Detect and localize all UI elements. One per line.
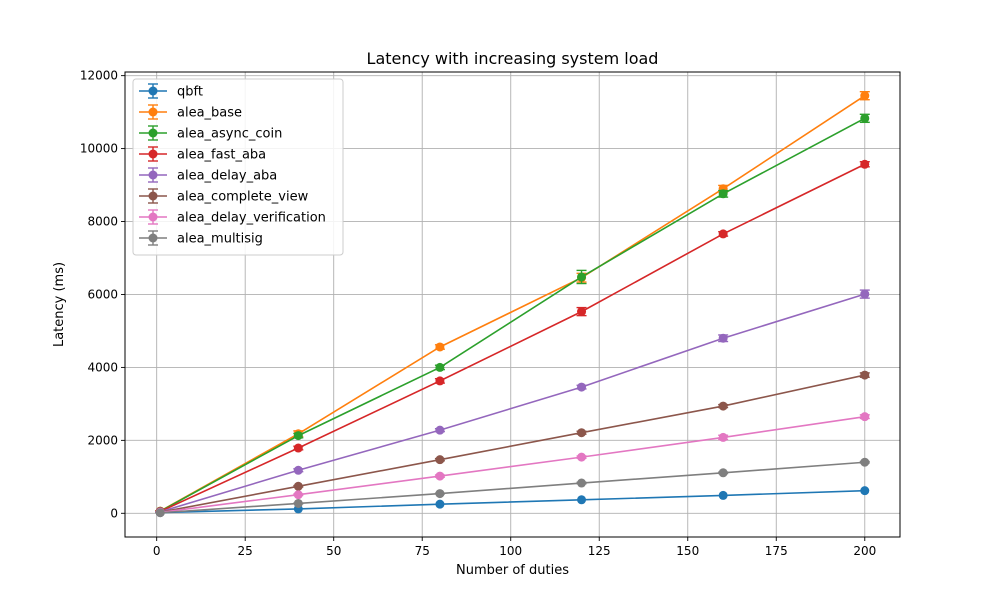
legend-item-alea_delay_verification: alea_delay_verification [139,209,326,226]
data-point [718,189,728,199]
y-tick-label: 2000 [87,433,118,447]
legend-marker [148,233,158,243]
legend-marker [148,107,158,117]
legend-marker [148,86,158,96]
y-tick-label: 4000 [87,360,118,374]
y-tick-label: 10000 [80,142,118,156]
data-point [155,508,165,518]
x-tick-label: 200 [853,544,876,558]
data-point [860,486,870,496]
data-point [718,490,728,500]
legend-marker [148,191,158,201]
data-point [293,490,303,500]
data-point [435,425,445,435]
x-tick-label: 0 [153,544,161,558]
series-line [159,117,866,512]
legend-label: alea_async_coin [177,127,282,142]
x-axis-label: Number of duties [456,563,569,578]
data-point [860,91,870,101]
data-point [577,272,587,282]
data-point [577,495,587,505]
legend-label: qbft [177,85,203,100]
series-line [159,163,866,513]
data-point [293,443,303,453]
data-point [860,159,870,169]
legend-label: alea_base [177,106,242,121]
data-point [577,478,587,488]
x-tick-label: 25 [238,544,253,558]
data-point [293,481,303,491]
series-line [160,489,865,514]
legend-marker [148,170,158,180]
data-point [718,468,728,478]
legend-marker [148,128,158,138]
x-tick-label: 150 [676,544,699,558]
legend-item-alea_base: alea_base [139,104,242,121]
legend-marker [148,149,158,159]
data-point [577,307,587,317]
x-tick-label: 125 [588,544,611,558]
plot-frame [124,71,901,538]
data-point [435,455,445,465]
data-point [860,289,870,299]
legend-item-alea_multisig: alea_multisig [139,230,263,247]
data-point [435,499,445,509]
legend-label: alea_fast_aba [177,148,266,163]
y-tick-label: 12000 [80,69,118,83]
data-point [860,113,870,123]
legend-item-alea_complete_view: alea_complete_view [139,188,309,205]
legend-item-qbft: qbft [139,83,203,100]
series-line [160,461,865,514]
legend-item-alea_async_coin: alea_async_coin [139,125,282,142]
chart-title: Latency with increasing system load [367,49,659,68]
y-tick-label: 8000 [87,215,118,229]
legend-label: alea_delay_verification [177,211,326,226]
legend-marker [148,212,158,222]
data-point [860,370,870,380]
data-point [435,342,445,352]
data-point [718,229,728,239]
y-axis-ticks: 0 2000 4000 6000 8000 10000 12000 [80,69,125,520]
data-point [577,382,587,392]
series-alea_multisig [155,457,870,518]
y-tick-label: 6000 [87,287,118,301]
data-point [718,401,728,411]
data-point [435,362,445,372]
y-tick-label: 0 [110,506,118,520]
legend-item-alea_delay_aba: alea_delay_aba [139,167,277,184]
legend-label: alea_complete_view [177,190,309,205]
data-point [293,431,303,441]
legend-label: alea_multisig [177,232,263,247]
data-point [577,452,587,462]
x-tick-label: 50 [326,544,341,558]
legend-label: alea_delay_aba [177,169,277,184]
legend-box [132,78,344,256]
data-point [718,333,728,343]
data-point [293,465,303,475]
x-tick-label: 100 [499,544,522,558]
data-point [718,432,728,442]
series-line [160,415,865,514]
series-layer [155,90,870,518]
x-tick-label: 75 [415,544,430,558]
x-axis-ticks: 0 25 50 75 100 125 150 175 200 [153,537,876,558]
data-point [577,428,587,438]
series-line [159,95,866,512]
data-point [435,376,445,386]
series-line [159,293,866,513]
series-line [160,374,865,513]
data-point [435,471,445,481]
x-tick-label: 175 [765,544,788,558]
legend: qbft alea_base alea_async_coin alea_fast_ab… [132,78,344,256]
data-point [293,498,303,508]
data-point [860,457,870,467]
data-point [435,489,445,499]
data-point [860,412,870,422]
y-axis-label: Latency (ms) [52,262,67,347]
legend-item-alea_fast_aba: alea_fast_aba [139,146,266,163]
